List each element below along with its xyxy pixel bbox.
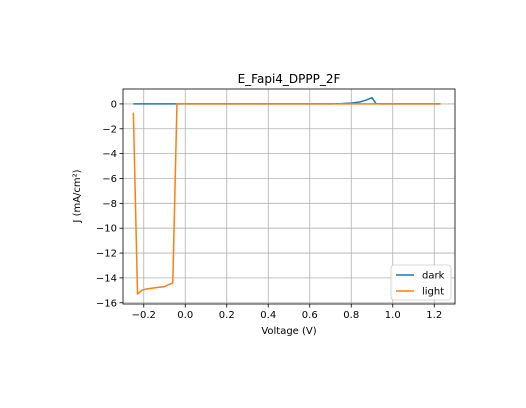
- y-tick-label: −4: [102, 149, 117, 160]
- legend-label-light: light: [422, 287, 444, 298]
- y-tick-label: −16: [96, 298, 117, 309]
- legend-label-dark: dark: [422, 271, 445, 282]
- x-tick-label: 1.2: [426, 310, 442, 321]
- x-tick-label: 1.0: [385, 310, 401, 321]
- y-tick-label: −12: [96, 249, 117, 260]
- y-axis-label: J (mA/cm²): [72, 169, 83, 223]
- y-tick-label: −14: [96, 273, 117, 284]
- x-tick-label: 0.6: [302, 310, 318, 321]
- x-tick-label: 0.2: [219, 310, 235, 321]
- x-tick-label: −0.2: [132, 310, 156, 321]
- y-tick-label: −2: [102, 124, 117, 135]
- legend: dark light: [390, 264, 452, 301]
- y-tick-label: 0: [111, 99, 117, 110]
- x-tick-label: 0.4: [260, 310, 276, 321]
- y-tick-label: −6: [102, 174, 117, 185]
- y-tick-label: −8: [102, 199, 117, 210]
- series-line-light: [132, 103, 441, 295]
- plot-frame: [122, 88, 456, 305]
- x-tick-label: 0.0: [177, 310, 193, 321]
- x-tick-label: 0.8: [343, 310, 359, 321]
- series-layer: [132, 96, 441, 295]
- ticks: −0.2 0.0 0.2 0.4 0.6 0.8 1.0 1.2 0 −2 −4 −6 −8 −10 −12…: [96, 99, 442, 321]
- y-tick-label: −10: [96, 224, 117, 235]
- x-axis-label: Voltage (V): [261, 326, 316, 337]
- chart-title: E_Fapi4_DPPP_2F: [238, 72, 341, 86]
